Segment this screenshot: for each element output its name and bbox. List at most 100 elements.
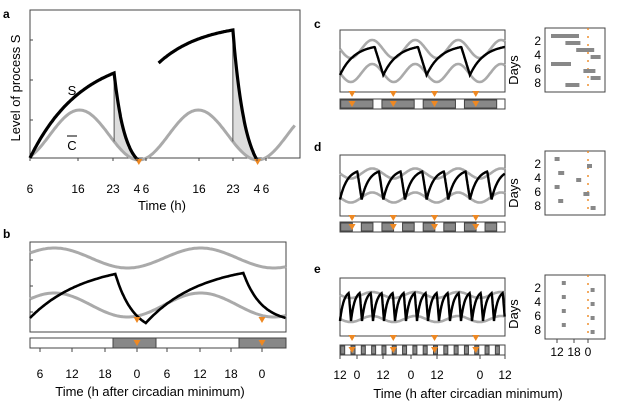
sleep-bar (484, 222, 498, 232)
panel-d-raster-ylabel: Days (506, 178, 521, 208)
circadian-minimum-marker (472, 215, 480, 221)
panel-c-raster-ylabel: Days (506, 55, 521, 85)
panel-b-frame (29, 241, 287, 333)
raster-sleep-episode (554, 157, 560, 161)
raster-ytick-label: 4 (534, 171, 541, 185)
sleep-bar-marker (472, 224, 480, 230)
circadian-minimum-marker (431, 215, 439, 221)
panel-a-xtick-label: 4 (254, 182, 261, 196)
panel-b-xlabel: Time (h after circadian minimum) (55, 384, 245, 399)
panel-a-ylabel: Level of process S (8, 34, 23, 141)
panel-a-xtick-label: 16 (192, 182, 206, 196)
panel-c-letter: c (314, 17, 321, 31)
sleep-bar (381, 345, 387, 355)
panel-e-xtick-label: 12 (333, 368, 347, 382)
panel-e-xlabel: Time (h after circadian minimum) (373, 386, 563, 401)
sleep-bar (453, 345, 459, 355)
panel-a-xtick-label: 6 (143, 182, 150, 196)
circadian-minimum-marker (472, 335, 480, 341)
raster-sleep-episode (561, 309, 566, 313)
panel-e-raster-ylabel: Days (506, 299, 521, 329)
circadian-minimum-marker (431, 91, 439, 97)
sleep-bar (340, 99, 374, 109)
label-s: S (68, 83, 77, 98)
panel-a-xtick-label: 23 (106, 182, 120, 196)
raster-sleep-episode (590, 316, 595, 320)
raster-ytick-label: 8 (534, 76, 541, 90)
raster-sleep-episode (590, 288, 595, 292)
circadian-minimum-marker (431, 335, 439, 341)
panel-e-xtick-label: 12 (376, 368, 390, 382)
raster-sleep-episode (554, 185, 560, 189)
circadian-minimum-marker-2 (258, 317, 266, 323)
raster-frame (544, 27, 606, 93)
panel-e-xtick-label: 0 (477, 368, 484, 382)
panel-a-shaded-area-2 (232, 30, 258, 161)
raster-sleep-episode (576, 48, 595, 52)
raster-xtick-label: 18 (567, 345, 581, 359)
sleep-bar (494, 345, 500, 355)
panel-b-xtick-label: 12 (193, 367, 207, 381)
lower-threshold (339, 314, 506, 324)
sleep-bar (484, 345, 490, 355)
panel-e-xtick-label: 12 (498, 368, 512, 382)
s-curve-cycle-2 (157, 28, 259, 161)
sleep-bar-marker (472, 101, 480, 107)
circadian-minimum-marker (389, 91, 397, 97)
sleep-bar-marker (348, 347, 356, 353)
sleep-bar (402, 222, 415, 232)
upper-threshold (338, 38, 506, 60)
panel-b-xtick-label: 18 (224, 367, 238, 381)
upper-threshold (29, 246, 287, 270)
panel-b: b 6 12 18 0 6 12 18 0 Time (h after circadian m… (3, 227, 287, 399)
lower-threshold (339, 191, 506, 204)
panel-e-letter: e (314, 262, 321, 276)
raster-sleep-episode (590, 206, 596, 210)
circadian-minimum-marker (348, 91, 356, 97)
panel-e-xtick-label: 12 (430, 368, 444, 382)
panel-b-xtick-label: 12 (65, 367, 79, 381)
raster-sleep-episode (565, 83, 580, 87)
sleep-bar (381, 99, 415, 109)
sleep-bar (422, 345, 428, 355)
panel-frame (339, 154, 506, 217)
raster-ytick-label: 6 (534, 185, 541, 199)
raster-ytick-label: 8 (534, 199, 541, 213)
raster-sleep-episode (561, 295, 566, 299)
raster-sleep-episode (561, 281, 566, 285)
panel-a-plot-area: SC6 16 23 4 6 16 23 4 6 (27, 9, 301, 196)
raster-sleep-episode (587, 164, 592, 168)
panel-a-xtick-label: 16 (71, 182, 85, 196)
sleep-bar (443, 345, 449, 355)
circadian-minimum-marker-1 (135, 159, 143, 165)
sleep-bar (412, 345, 418, 355)
sleep-bar-marker (389, 347, 397, 353)
raster-sleep-episode (590, 302, 595, 306)
raster-xtick-label: 0 (585, 345, 592, 359)
panel-b-xtick-label: 18 (98, 367, 112, 381)
raster-frame (544, 150, 606, 216)
s-curve (338, 290, 506, 322)
raster-sleep-episode (551, 34, 579, 38)
raster-ytick-label: 2 (534, 34, 541, 48)
raster-frame (544, 274, 606, 340)
sleep-bar-marker (389, 224, 397, 230)
sleep-track (339, 98, 506, 110)
raster-ytick-label: 4 (534, 295, 541, 309)
c-curve (29, 108, 296, 162)
raster-sleep-episode (590, 76, 601, 80)
sleep-track (339, 221, 506, 233)
panel-e-xtick-label: 0 (408, 368, 415, 382)
circadian-minimum-marker-1 (133, 317, 141, 323)
sleep-bar-marker-2 (258, 340, 266, 346)
raster-xtick-label: 12 (550, 345, 564, 359)
sleep-bar-marker-1 (133, 340, 141, 346)
panel-b-letter: b (3, 227, 10, 241)
